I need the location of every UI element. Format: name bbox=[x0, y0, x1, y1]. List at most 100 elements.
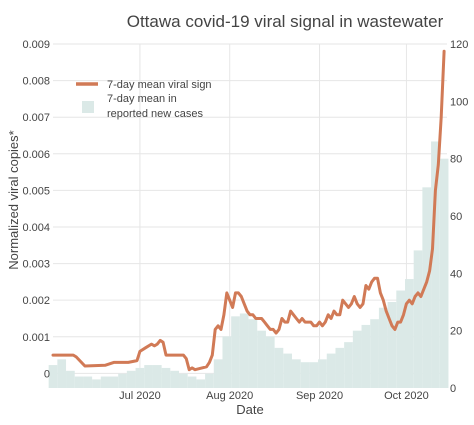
viral-signal-point bbox=[397, 321, 399, 323]
viral-signal-point bbox=[388, 317, 390, 320]
cases-bar bbox=[344, 342, 353, 388]
y2-tick-label: 80 bbox=[450, 154, 462, 166]
viral-signal-point bbox=[258, 317, 260, 320]
y2-tick-label: 20 bbox=[450, 326, 462, 338]
legend-label-viral: 7-day mean viral sign bbox=[107, 79, 212, 91]
viral-signal-point bbox=[356, 303, 358, 305]
viral-signal-point bbox=[318, 321, 321, 323]
cases-bar bbox=[144, 365, 153, 388]
y-tick-label: 0.007 bbox=[22, 112, 50, 124]
viral-signal-line-series bbox=[51, 49, 446, 372]
cases-bar bbox=[326, 353, 336, 388]
viral-signal-point bbox=[405, 303, 408, 305]
viral-signal-point bbox=[292, 314, 295, 316]
y-tick-label: 0.009 bbox=[22, 39, 50, 51]
y-tick-label: 0.001 bbox=[22, 332, 50, 344]
cases-bar bbox=[66, 370, 75, 388]
cases-bar bbox=[161, 367, 171, 388]
y-tick-label: 0.006 bbox=[22, 149, 50, 161]
viral-signal-point bbox=[368, 288, 370, 290]
viral-signal-point bbox=[362, 303, 364, 305]
viral-signal-point bbox=[307, 321, 309, 323]
viral-signal-point bbox=[75, 356, 77, 358]
viral-signal-point bbox=[382, 299, 384, 301]
viral-signal-point bbox=[394, 328, 396, 331]
cases-bar bbox=[170, 370, 180, 388]
y2-axis-ticks: 0 20 40 60 80 100 120 bbox=[450, 39, 468, 395]
cases-bar bbox=[387, 302, 397, 388]
cases-bar bbox=[126, 370, 136, 388]
viral-signal-point bbox=[124, 361, 127, 363]
viral-signal-point bbox=[255, 317, 257, 320]
viral-signal-point bbox=[52, 354, 54, 356]
viral-signal-point bbox=[333, 310, 335, 312]
x-tick-label: Jul 2020 bbox=[119, 390, 161, 402]
cases-bar bbox=[413, 250, 423, 388]
viral-signal-point bbox=[275, 332, 277, 334]
cases-bar bbox=[152, 365, 162, 388]
cases-bar bbox=[109, 376, 119, 388]
viral-signal-point bbox=[400, 321, 402, 323]
viral-signal-point bbox=[342, 299, 344, 301]
viral-signal-point bbox=[429, 270, 431, 272]
cases-bar bbox=[439, 158, 449, 388]
cases-bar bbox=[378, 307, 388, 388]
y-axis-label: Normalized viral copies* bbox=[6, 130, 21, 269]
viral-signal-point bbox=[289, 310, 292, 312]
viral-signal-point bbox=[301, 317, 303, 320]
viral-signal-point bbox=[408, 299, 410, 301]
viral-signal-point bbox=[214, 328, 216, 331]
cases-bar bbox=[431, 141, 440, 388]
cases-bar bbox=[361, 324, 371, 388]
cases-bar bbox=[318, 359, 327, 388]
chart-title: Ottawa covid-19 viral signal in wastewat… bbox=[127, 12, 444, 31]
viral-signal-point bbox=[269, 328, 271, 331]
viral-signal-point bbox=[295, 317, 297, 320]
y-tick-label: 0 bbox=[44, 368, 50, 380]
cases-bar bbox=[231, 316, 240, 388]
x-axis-label: Date bbox=[236, 402, 263, 417]
viral-signal-point bbox=[185, 358, 187, 360]
cases-bar bbox=[404, 279, 414, 388]
viral-signal-point bbox=[431, 248, 434, 250]
viral-signal-point bbox=[353, 295, 355, 298]
viral-signal-point bbox=[426, 281, 428, 283]
cases-bar bbox=[352, 330, 362, 388]
viral-signal-point bbox=[327, 314, 329, 316]
viral-signal-point bbox=[232, 306, 234, 309]
viral-signal-point bbox=[220, 328, 222, 331]
viral-signal-point bbox=[437, 164, 439, 166]
viral-signal-point bbox=[324, 321, 326, 323]
cases-bar-series bbox=[48, 141, 449, 388]
cases-bar bbox=[309, 362, 319, 388]
viral-signal-point bbox=[345, 303, 347, 305]
viral-signal-point bbox=[153, 345, 155, 347]
viral-signal-point bbox=[371, 281, 373, 283]
viral-signal-point bbox=[350, 303, 352, 305]
y-tick-label: 0.002 bbox=[22, 295, 50, 307]
cases-bar bbox=[292, 359, 301, 388]
cases-bar bbox=[83, 376, 93, 388]
viral-signal-point bbox=[226, 292, 228, 294]
viral-signal-point bbox=[211, 354, 213, 356]
viral-signal-point bbox=[304, 321, 306, 323]
y2-tick-label: 40 bbox=[450, 268, 462, 280]
viral-signal-point bbox=[84, 365, 86, 367]
viral-signal-point bbox=[263, 321, 266, 323]
cases-bar bbox=[335, 347, 345, 388]
cases-bar bbox=[118, 373, 127, 388]
viral-signal-point bbox=[310, 321, 312, 323]
viral-signal-point bbox=[316, 325, 318, 327]
viral-signal-point bbox=[159, 339, 161, 342]
viral-signal-point bbox=[330, 317, 332, 320]
viral-signal-point bbox=[165, 354, 167, 356]
viral-signal-point bbox=[443, 50, 445, 52]
viral-signal-point bbox=[252, 314, 254, 316]
cases-bar bbox=[370, 319, 379, 388]
viral-signal-point bbox=[150, 343, 153, 345]
viral-signal-point bbox=[188, 369, 190, 371]
viral-signal-point bbox=[423, 288, 425, 290]
viral-signal-point bbox=[217, 325, 219, 327]
y2-tick-label: 60 bbox=[450, 211, 462, 223]
